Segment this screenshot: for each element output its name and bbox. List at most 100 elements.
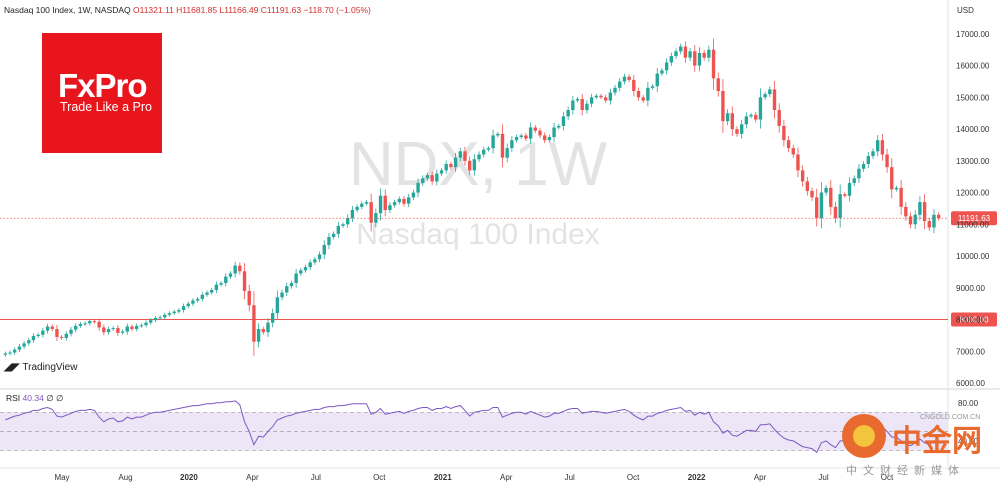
rsi-line <box>5 400 939 454</box>
candle-body <box>552 127 556 138</box>
candle-body <box>739 124 744 134</box>
candle-body <box>482 149 486 155</box>
candle-body <box>641 97 645 101</box>
candle-body <box>8 352 12 354</box>
candle-body <box>472 159 477 171</box>
y-tick-label: 9000.00 <box>956 284 985 293</box>
candle-body <box>908 216 913 225</box>
candle-body <box>693 51 697 66</box>
candle-body <box>111 328 115 330</box>
candle-body <box>153 317 158 321</box>
cngold-emblem-icon <box>842 414 886 458</box>
candle-body <box>74 325 78 330</box>
candle-body <box>730 113 734 130</box>
support-label: 8000.00 <box>960 316 989 325</box>
candle-body <box>725 113 730 122</box>
candle-body <box>285 286 289 293</box>
candle-body <box>660 70 664 74</box>
candle-body <box>683 46 688 58</box>
candle-body <box>346 217 350 225</box>
last-price-label: 11191.63 <box>958 214 991 223</box>
y-tick-label: 8000.00 <box>956 316 985 325</box>
candle-body <box>463 151 467 161</box>
candle-body <box>800 170 805 182</box>
candle-body <box>191 300 195 304</box>
candle-body <box>130 326 134 330</box>
candle-body <box>266 322 270 333</box>
candle-body <box>716 78 720 91</box>
candle-body <box>510 140 514 149</box>
rsi-tick-label: 80.00 <box>958 399 979 408</box>
last-price-marker: 11191.63 <box>0 211 997 226</box>
candle-body <box>78 323 83 326</box>
rsi-band <box>0 411 948 451</box>
candle-body <box>528 127 533 139</box>
y-axis-unit: USD <box>957 6 974 15</box>
candle-body <box>27 340 31 344</box>
candle-body <box>430 175 434 182</box>
candle-body <box>885 154 889 168</box>
candle-body <box>824 187 828 193</box>
candle-body <box>932 214 936 228</box>
candle-body <box>186 303 190 307</box>
y-tick-label: 11000.00 <box>956 220 989 229</box>
candle-body <box>627 76 631 80</box>
candle-body <box>646 87 650 101</box>
candle-body <box>505 148 509 158</box>
candle-body <box>519 135 523 138</box>
y-tick-label: 15000.00 <box>956 93 990 102</box>
candle-body <box>92 321 97 323</box>
candle-body <box>341 224 345 226</box>
candle-body <box>317 254 322 260</box>
x-tick-label: Jul <box>565 473 575 482</box>
y-tick-label: 12000.00 <box>956 189 990 198</box>
candle-body <box>299 270 303 274</box>
candle-body <box>322 244 326 255</box>
candle-body <box>238 265 242 272</box>
candle-body <box>594 95 598 98</box>
candle-body <box>449 164 453 168</box>
candle-body <box>88 321 92 324</box>
candle-body <box>210 290 214 293</box>
candle-body <box>458 151 462 158</box>
candle-body <box>163 314 167 318</box>
x-tick-label: Jul <box>311 473 321 482</box>
candle-body <box>618 81 622 88</box>
candle-body <box>31 336 36 341</box>
candle-body <box>486 148 491 150</box>
candle-body <box>538 130 542 136</box>
candle-body <box>890 167 894 190</box>
candle-body <box>608 92 613 101</box>
y-tick-label: 16000.00 <box>956 62 990 71</box>
y-tick-label: 14000.00 <box>956 125 990 134</box>
candle-body <box>453 157 458 168</box>
candle-body <box>763 94 767 98</box>
candle-body <box>875 140 880 152</box>
fxpro-tagline: Trade Like a Pro <box>60 100 152 114</box>
candle-body <box>402 198 406 204</box>
candle-body <box>899 187 903 207</box>
x-tick-label: Oct <box>881 473 894 482</box>
x-tick-label: Jul <box>818 473 828 482</box>
candle-body <box>59 336 64 338</box>
candle-body <box>847 183 852 196</box>
candle-body <box>843 194 847 196</box>
candle-body <box>772 89 777 111</box>
candle-body <box>252 305 256 342</box>
candle-body <box>500 133 505 158</box>
candle-body <box>444 164 448 171</box>
candle-body <box>406 197 411 204</box>
candle-body <box>228 273 233 277</box>
candle-body <box>256 329 261 342</box>
candle-body <box>303 267 308 271</box>
last-price-box <box>951 211 997 226</box>
x-tick-label: Oct <box>627 473 640 482</box>
candle-body <box>45 326 50 331</box>
candle-body <box>139 325 144 327</box>
candle-body <box>833 206 838 218</box>
candle-body <box>247 290 251 306</box>
candle-body <box>195 298 200 301</box>
cngold-url: CNGOLD.COM.CN <box>920 414 981 421</box>
candle-body <box>172 311 176 314</box>
candle-body <box>543 135 547 141</box>
